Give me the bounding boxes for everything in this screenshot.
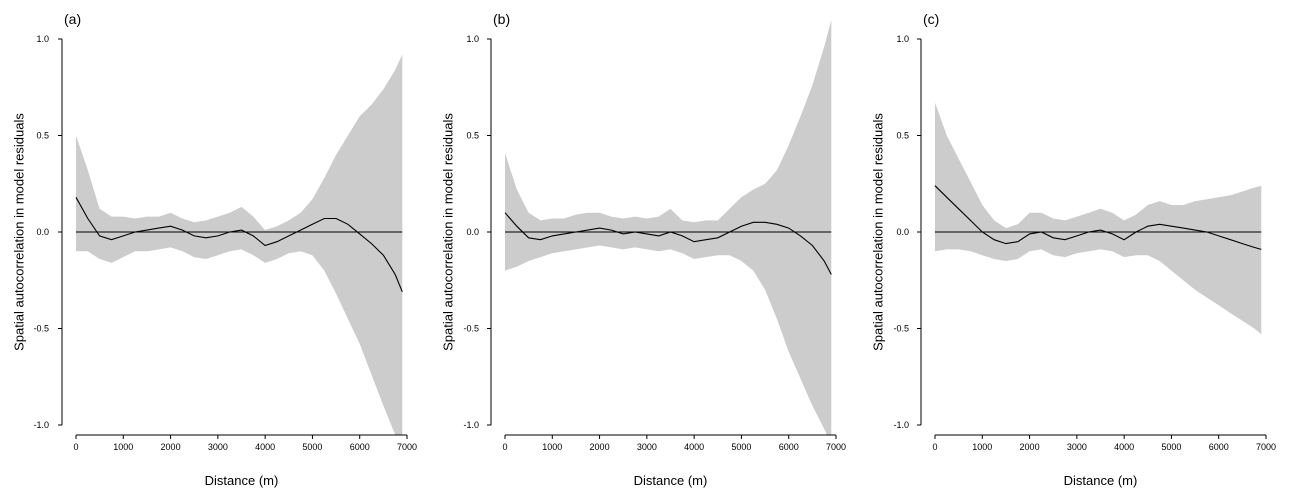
y-tick-label: -0.5 [33, 324, 49, 334]
x-tick-label: 0 [73, 442, 78, 452]
y-tick-label: -1.0 [33, 420, 49, 430]
x-tick-label: 5000 [302, 442, 322, 452]
confidence-band [935, 102, 1262, 335]
y-tick-label: -0.5 [893, 324, 909, 334]
x-tick-label: 2000 [590, 442, 610, 452]
x-tick-label: 2000 [1020, 442, 1040, 452]
y-axis-label: Spatial autocorrelation in model residua… [870, 113, 885, 351]
y-tick-label: 1.0 [896, 34, 909, 44]
correlogram-line [504, 212, 832, 275]
panel-label: (c) [923, 11, 939, 27]
panel-b: -1.0 -0.5 0.0 0.5 1.0 0 1000 2000 3000 4000 5000 60… [440, 11, 846, 488]
y-tick-label: -0.5 [463, 324, 479, 334]
y-axis-label: Spatial autocorrelation in model residua… [440, 113, 455, 351]
x-tick-label: 2000 [161, 442, 181, 452]
panel-label: (b) [493, 11, 510, 27]
x-tick-label: 7000 [826, 442, 846, 452]
x-tick-label: 3000 [208, 442, 228, 452]
confidence-band [505, 19, 832, 435]
panel-c: -1.0 -0.5 0.0 0.5 1.0 0 1000 2000 3000 4000 5000 60… [870, 11, 1276, 488]
x-tick-label: 0 [932, 442, 937, 452]
panel-a: -1.0 -0.5 0.0 0.5 1.0 0 1000 2000 3000 4000 5000 60… [11, 11, 417, 488]
y-axis-label: Spatial autocorrelation in model residua… [11, 113, 26, 351]
y-tick-label: -1.0 [463, 420, 479, 430]
x-axis-label: Distance (m) [634, 473, 708, 488]
y-tick-label: 1.0 [36, 34, 49, 44]
confidence-band [76, 54, 403, 435]
y-tick-label: 0.5 [36, 131, 49, 141]
correlogram-line [75, 197, 403, 293]
x-tick-label: 7000 [1256, 442, 1276, 452]
x-tick-label: 1000 [972, 442, 992, 452]
x-tick-label: 4000 [684, 442, 704, 452]
x-tick-label: 1000 [542, 442, 562, 452]
panel-label: (a) [64, 11, 81, 27]
plot-area [75, 54, 403, 435]
y-tick-label: 1.0 [466, 34, 479, 44]
y-tick-label: 0.0 [896, 227, 909, 237]
x-tick-label: 4000 [255, 442, 275, 452]
x-tick-label: 0 [502, 442, 507, 452]
x-tick-label: 6000 [350, 442, 370, 452]
correlogram-line [934, 185, 1262, 250]
x-tick-label: 5000 [731, 442, 751, 452]
y-tick-label: -1.0 [893, 420, 909, 430]
x-axis-label: Distance (m) [1064, 473, 1138, 488]
x-tick-label: 6000 [1209, 442, 1229, 452]
x-axis-label: Distance (m) [205, 473, 279, 488]
y-tick-label: 0.5 [466, 131, 479, 141]
y-tick-label: 0.0 [36, 227, 49, 237]
y-tick-label: 0.0 [466, 227, 479, 237]
x-tick-label: 4000 [1114, 442, 1134, 452]
x-tick-label: 3000 [637, 442, 657, 452]
x-tick-label: 3000 [1067, 442, 1087, 452]
plot-area [504, 19, 832, 435]
y-tick-label: 0.5 [896, 131, 909, 141]
x-tick-label: 7000 [397, 442, 417, 452]
plot-area [934, 102, 1262, 335]
x-tick-label: 5000 [1161, 442, 1181, 452]
x-tick-label: 1000 [113, 442, 133, 452]
x-tick-label: 6000 [779, 442, 799, 452]
